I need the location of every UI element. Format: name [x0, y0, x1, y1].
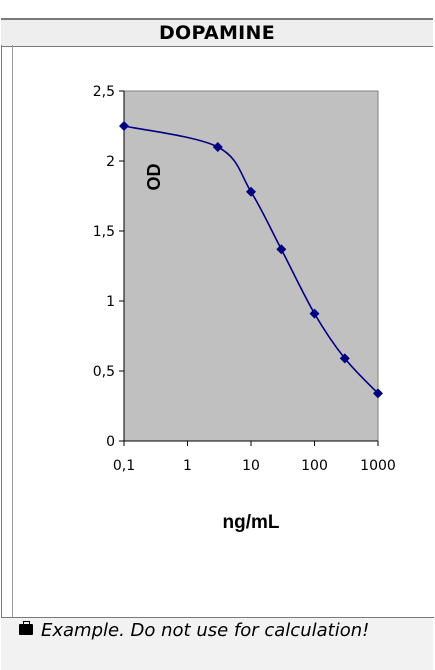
data-point-marker — [339, 353, 350, 364]
footer: Example. Do not use for calculation! — [1, 618, 433, 670]
chart-panel — [1, 45, 434, 618]
panel-divider — [12, 45, 13, 617]
chart-title: DOPAMINE — [158, 22, 276, 44]
data-point-marker — [119, 121, 129, 131]
y-axis-label: OD — [144, 163, 164, 190]
series-group — [119, 121, 383, 399]
y-tick-label: 1 — [106, 294, 115, 310]
data-point-marker — [309, 308, 320, 319]
plot-area — [123, 90, 379, 442]
y-tick-label: 1,5 — [93, 224, 115, 240]
data-point-marker — [246, 186, 256, 197]
footer-note: Example. Do not use for calculation! — [19, 618, 429, 643]
data-point-marker — [276, 244, 287, 255]
y-tick-label: 2 — [106, 154, 115, 170]
x-tick-label: 1 — [183, 458, 192, 474]
axes: 0 0,5 1 1,5 2 2,5 0,1 1 10 100 1000 — [93, 84, 396, 474]
y-tick-label: 0 — [106, 434, 115, 450]
x-tick-label: 10 — [242, 458, 260, 474]
x-tick-label: 0,1 — [113, 458, 135, 474]
y-tick-label: 0,5 — [93, 364, 115, 380]
data-point-marker — [373, 388, 383, 399]
x-tick-label: 1000 — [360, 458, 396, 474]
chart-svg: 0 0,5 1 1,5 2 2,5 0,1 1 10 100 1000 OD ng/mL — [93, 84, 396, 533]
title-bar: DOPAMINE — [1, 18, 433, 47]
data-point-marker — [212, 142, 223, 152]
x-axis-label: ng/mL — [223, 512, 280, 533]
footer-text: Example. Do not use for calculation! — [41, 620, 370, 641]
briefcase-icon — [19, 621, 33, 635]
y-tick-label: 2,5 — [93, 84, 115, 100]
x-tick-label: 100 — [301, 458, 328, 474]
